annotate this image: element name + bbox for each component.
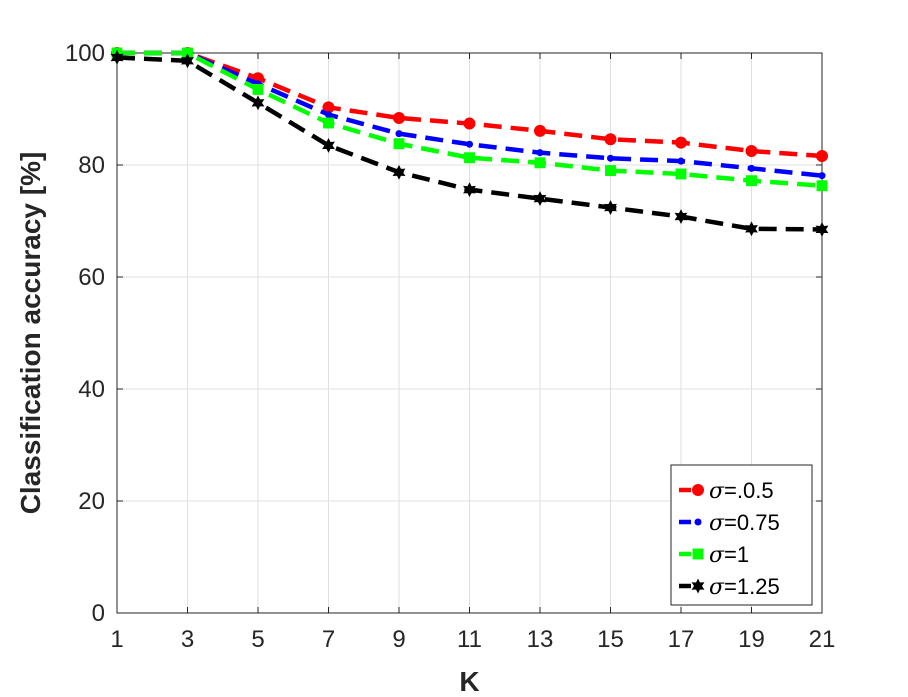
x-tick-label: 9 xyxy=(392,626,405,653)
x-tick-label: 21 xyxy=(809,626,836,653)
data-point xyxy=(605,165,616,177)
data-point xyxy=(604,133,617,146)
data-point xyxy=(393,138,405,150)
x-tick-label: 5 xyxy=(251,626,264,653)
data-point xyxy=(745,145,758,157)
data-point xyxy=(606,154,615,162)
series-3 xyxy=(111,47,828,192)
y-tick-label: 40 xyxy=(78,376,105,403)
data-point xyxy=(604,200,617,215)
data-point xyxy=(818,172,826,180)
data-point xyxy=(694,518,702,526)
data-point xyxy=(463,182,476,198)
legend-item: σ=.0.5 xyxy=(679,478,774,504)
data-point xyxy=(816,180,828,192)
data-point xyxy=(533,191,547,207)
data-point xyxy=(746,175,757,187)
y-tick-label: 60 xyxy=(78,264,105,291)
series-line xyxy=(117,50,823,188)
x-axis: 1 3 5 7 9 11 13 15 17 19 21 xyxy=(110,53,835,653)
legend-label: σ=1 xyxy=(709,542,749,568)
legend-label: σ=.0.5 xyxy=(709,478,774,504)
data-point xyxy=(392,164,406,180)
x-tick-label: 13 xyxy=(527,626,554,653)
data-point xyxy=(816,150,828,163)
x-axis-label: K xyxy=(459,666,479,697)
data-point xyxy=(675,136,687,149)
x-tick-label: 7 xyxy=(322,626,335,653)
data-point xyxy=(675,168,687,180)
y-tick-label: 80 xyxy=(78,152,105,179)
data-point xyxy=(674,209,688,224)
y-axis: 0 20 40 60 80 100 xyxy=(65,40,822,627)
data-point xyxy=(534,124,546,137)
data-point xyxy=(324,111,333,119)
data-point xyxy=(181,53,194,69)
data-point xyxy=(463,117,476,130)
data-point xyxy=(393,111,405,124)
y-tick-label: 0 xyxy=(92,600,105,627)
y-tick-label: 20 xyxy=(78,488,105,515)
legend-label: σ=1.25 xyxy=(709,574,780,600)
data-point xyxy=(395,130,403,138)
series-4 xyxy=(110,50,829,237)
data-point xyxy=(322,137,335,153)
data-point xyxy=(815,221,829,237)
data-point xyxy=(252,83,264,95)
data-point xyxy=(323,117,334,129)
legend: σ=.0.5 σ=0.75 σ=1 σ=1.25 xyxy=(670,464,813,606)
data-point xyxy=(692,484,704,496)
x-tick-label: 3 xyxy=(181,626,194,653)
legend-item: σ=1.25 xyxy=(679,574,780,600)
data-point xyxy=(465,140,474,148)
data-point xyxy=(691,578,705,594)
x-tick-label: 15 xyxy=(597,626,624,653)
data-point xyxy=(251,95,265,111)
data-point xyxy=(747,164,756,172)
x-tick-label: 1 xyxy=(110,626,123,653)
series-group xyxy=(110,47,829,237)
data-point xyxy=(534,157,546,169)
data-point xyxy=(464,152,475,164)
y-tick-label: 100 xyxy=(65,40,105,67)
x-tick-label: 17 xyxy=(668,626,695,653)
y-axis-label: Classification accuracy [%] xyxy=(15,152,46,515)
legend-item: σ=0.75 xyxy=(679,510,780,536)
x-tick-label: 19 xyxy=(738,626,765,653)
data-point xyxy=(745,221,758,237)
data-point xyxy=(677,157,685,165)
series-1 xyxy=(111,47,828,163)
data-point xyxy=(536,149,544,157)
x-tick-label: 11 xyxy=(457,626,482,653)
legend-item: σ=1 xyxy=(679,542,749,568)
data-point xyxy=(692,548,704,560)
data-point xyxy=(110,50,124,65)
legend-label: σ=0.75 xyxy=(709,510,780,536)
